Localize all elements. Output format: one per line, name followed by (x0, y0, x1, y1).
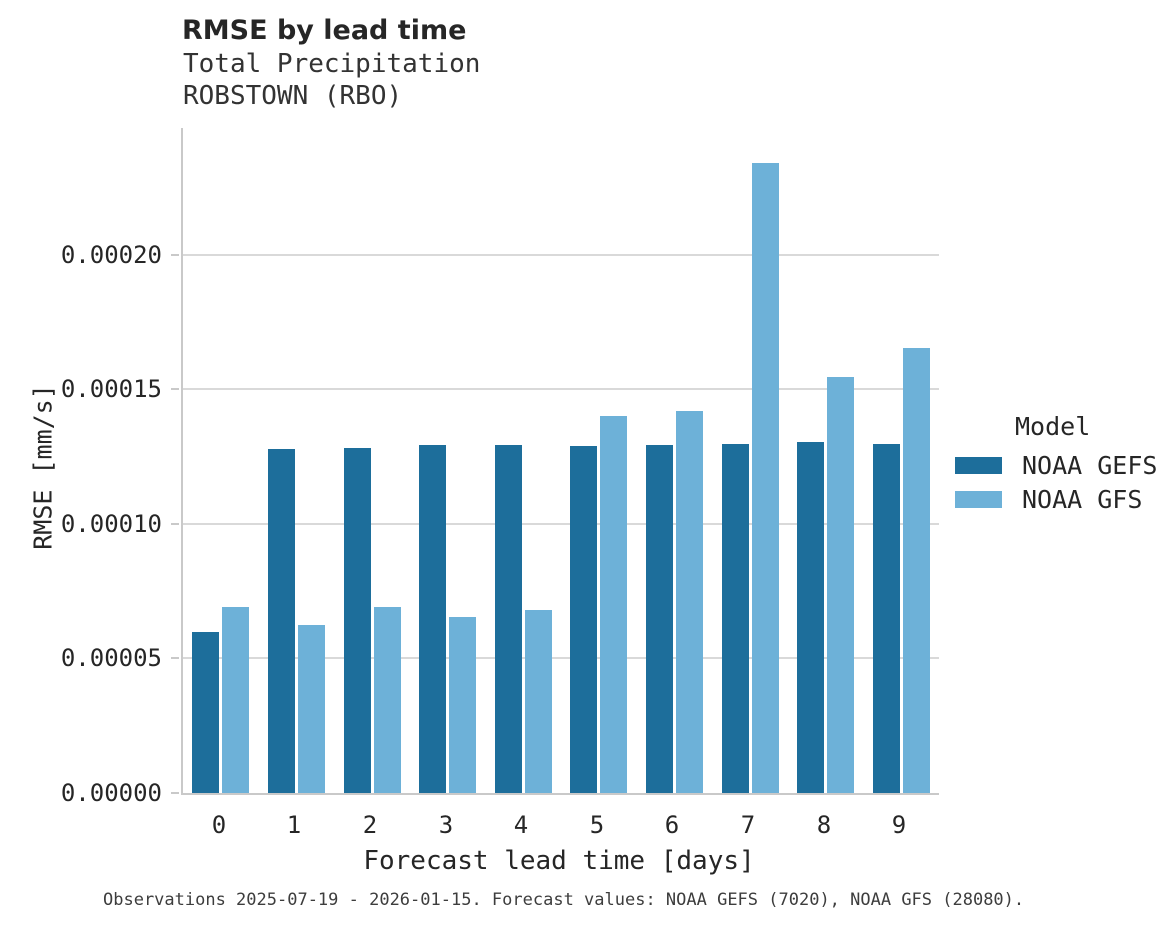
bar-noaa-gefs-lead3 (419, 445, 446, 793)
bar-noaa-gfs-lead7 (752, 163, 779, 793)
legend-swatch-noaa-gfs (955, 491, 1002, 508)
bar-noaa-gefs-lead5 (570, 446, 597, 793)
footer-caption: Observations 2025-07-19 - 2026-01-15. Fo… (103, 890, 1025, 910)
x-tick-label-8: 8 (816, 811, 832, 839)
bar-noaa-gfs-lead2 (374, 607, 401, 793)
legend-swatch-noaa-gefs (955, 457, 1002, 474)
x-tick-label-4: 4 (513, 811, 529, 839)
bar-noaa-gefs-lead2 (344, 448, 371, 793)
y-tick-mark-0.00010 (171, 523, 179, 525)
bar-noaa-gfs-lead5 (600, 416, 627, 793)
bar-noaa-gefs-lead4 (495, 445, 522, 793)
bar-noaa-gfs-lead9 (903, 348, 930, 793)
bar-noaa-gfs-lead0 (222, 607, 249, 793)
gridline-0.00020 (183, 254, 939, 256)
y-tick-mark-0.00005 (171, 657, 179, 659)
bar-noaa-gefs-lead7 (722, 444, 749, 793)
bar-noaa-gfs-lead3 (449, 617, 476, 793)
gridline-0.00005 (183, 657, 939, 659)
y-tick-label-0.00000: 0.00000 (60, 779, 162, 807)
bar-noaa-gfs-lead6 (676, 411, 703, 793)
chart-subtitle-variable: Total Precipitation (183, 49, 481, 79)
chart-subtitle-station: ROBSTOWN (RBO) (183, 81, 403, 111)
bar-noaa-gefs-lead8 (797, 442, 824, 793)
x-tick-label-6: 6 (664, 811, 680, 839)
legend-item-noaa-gfs: NOAA GFS (955, 487, 1142, 512)
legend-label-noaa-gfs: NOAA GFS (1022, 485, 1143, 514)
bar-noaa-gefs-lead6 (646, 445, 673, 793)
x-tick-label-5: 5 (589, 811, 605, 839)
x-tick-label-2: 2 (362, 811, 378, 839)
gridline-0.00015 (183, 388, 939, 390)
y-tick-mark-0.00020 (171, 254, 179, 256)
x-tick-label-9: 9 (891, 811, 907, 839)
legend-title: Model (1015, 412, 1091, 441)
legend-item-noaa-gefs: NOAA GEFS (955, 453, 1157, 478)
y-tick-label-0.00020: 0.00020 (60, 241, 162, 269)
x-tick-label-0: 0 (211, 811, 227, 839)
x-tick-label-7: 7 (740, 811, 756, 839)
bar-noaa-gfs-lead1 (298, 625, 325, 793)
x-tick-label-1: 1 (286, 811, 302, 839)
bar-noaa-gefs-lead9 (873, 444, 900, 793)
bar-noaa-gfs-lead4 (525, 610, 552, 793)
legend-label-noaa-gefs: NOAA GEFS (1022, 451, 1158, 480)
y-tick-label-0.00015: 0.00015 (60, 375, 162, 403)
y-tick-mark-0.00000 (171, 792, 179, 794)
chart-title: RMSE by lead time (182, 15, 467, 46)
x-axis-title: Forecast lead time [days] (363, 846, 755, 876)
gridline-0.00010 (183, 523, 939, 525)
bar-noaa-gfs-lead8 (827, 377, 854, 793)
plot-area (181, 128, 939, 795)
bar-noaa-gefs-lead1 (268, 449, 295, 793)
bar-noaa-gefs-lead0 (192, 632, 219, 793)
y-tick-mark-0.00015 (171, 388, 179, 390)
y-tick-label-0.00005: 0.00005 (60, 644, 162, 672)
y-tick-label-0.00010: 0.00010 (60, 510, 162, 538)
x-tick-label-3: 3 (438, 811, 454, 839)
